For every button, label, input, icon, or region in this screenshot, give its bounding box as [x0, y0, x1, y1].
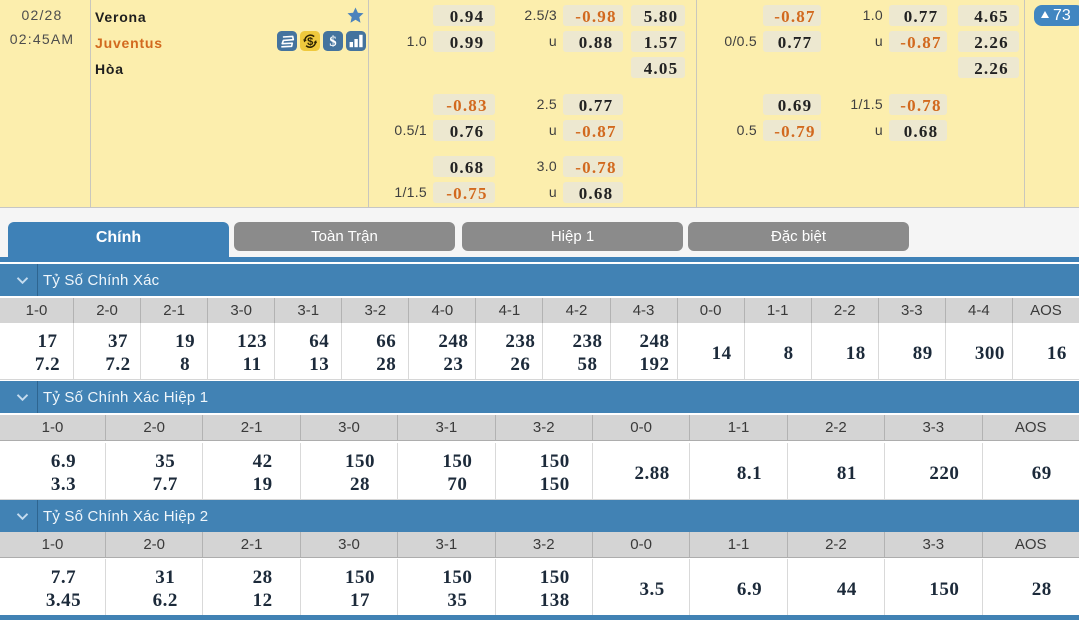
svg-text:$: $: [329, 34, 336, 50]
svg-text:$: $: [307, 36, 313, 48]
